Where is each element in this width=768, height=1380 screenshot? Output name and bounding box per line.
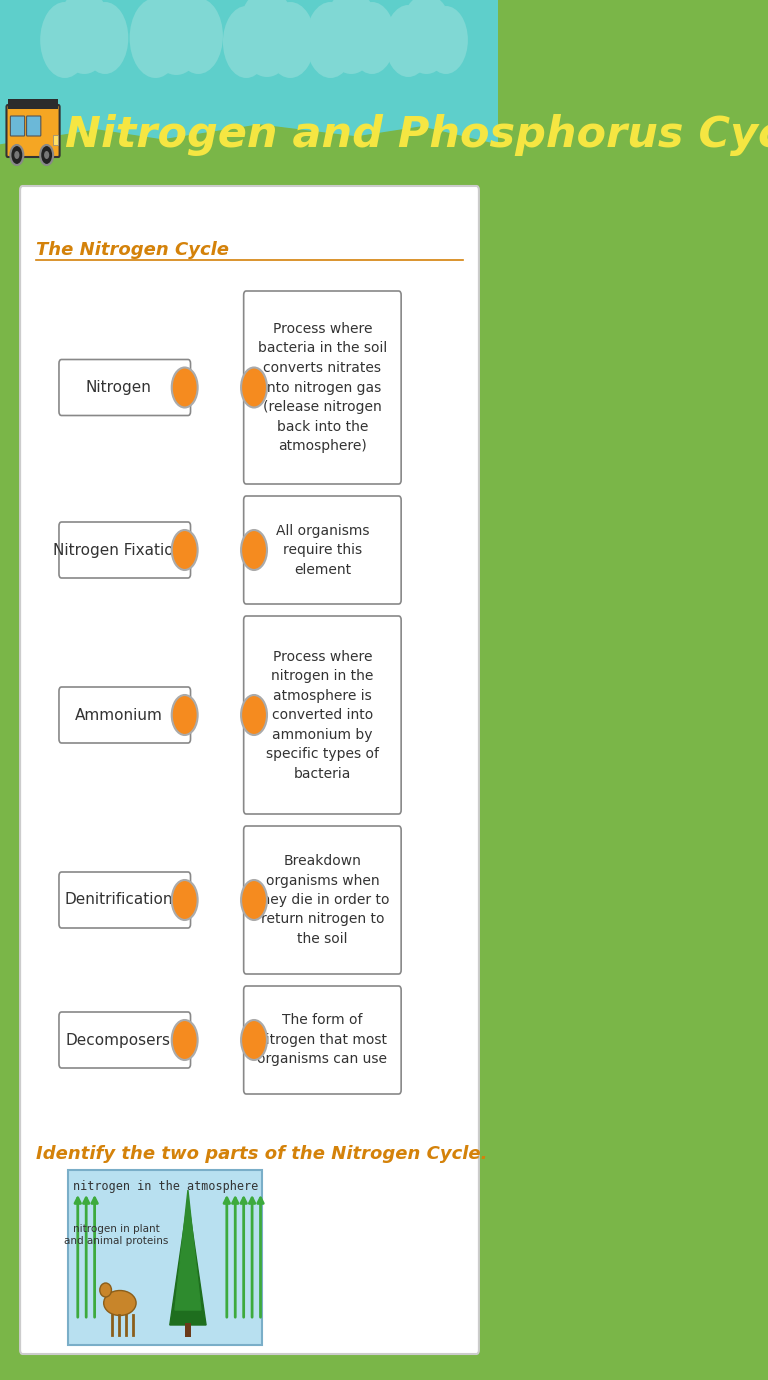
Text: Process where
nitrogen in the
atmosphere is
converted into
ammonium by
specific : Process where nitrogen in the atmosphere…: [266, 650, 379, 781]
Circle shape: [385, 6, 432, 77]
Text: The Nitrogen Cycle: The Nitrogen Cycle: [35, 241, 229, 259]
FancyBboxPatch shape: [27, 116, 41, 137]
Bar: [53, 135, 58, 145]
Circle shape: [40, 145, 53, 166]
Text: Decomposers: Decomposers: [66, 1032, 171, 1047]
Text: Nitrogen: Nitrogen: [85, 380, 151, 395]
Circle shape: [15, 150, 19, 159]
Circle shape: [81, 1, 128, 75]
Circle shape: [172, 367, 197, 407]
FancyBboxPatch shape: [243, 291, 401, 484]
Circle shape: [174, 0, 223, 75]
FancyBboxPatch shape: [243, 615, 401, 814]
FancyBboxPatch shape: [6, 105, 60, 157]
Circle shape: [44, 150, 49, 159]
Circle shape: [172, 696, 197, 736]
Circle shape: [241, 1020, 267, 1060]
FancyBboxPatch shape: [59, 872, 190, 927]
Text: nitrogen in plant
and animal proteins: nitrogen in plant and animal proteins: [65, 1224, 169, 1246]
FancyBboxPatch shape: [68, 1170, 263, 1346]
Circle shape: [241, 696, 267, 736]
Text: All organisms
require this
element: All organisms require this element: [276, 523, 369, 577]
FancyBboxPatch shape: [59, 687, 190, 742]
FancyBboxPatch shape: [0, 0, 498, 175]
Text: Nitrogen Fixation: Nitrogen Fixation: [53, 542, 184, 558]
Circle shape: [172, 1020, 197, 1060]
Circle shape: [130, 0, 181, 79]
FancyBboxPatch shape: [59, 522, 190, 578]
Circle shape: [40, 1, 89, 79]
Text: Ammonium: Ammonium: [74, 708, 162, 723]
Circle shape: [239, 0, 296, 77]
FancyBboxPatch shape: [20, 186, 479, 1354]
Circle shape: [11, 145, 23, 166]
Circle shape: [306, 1, 355, 79]
Ellipse shape: [100, 1283, 111, 1297]
Circle shape: [147, 0, 205, 75]
Circle shape: [241, 880, 267, 920]
Circle shape: [400, 0, 452, 75]
FancyBboxPatch shape: [243, 495, 401, 604]
Circle shape: [223, 6, 270, 79]
Polygon shape: [0, 126, 498, 175]
Text: Identify the two parts of the Nitrogen Cycle.: Identify the two parts of the Nitrogen C…: [35, 1145, 487, 1163]
FancyBboxPatch shape: [59, 360, 190, 415]
FancyBboxPatch shape: [59, 1012, 190, 1068]
Text: The form of
nitrogen that most
organisms can use: The form of nitrogen that most organisms…: [257, 1013, 387, 1067]
FancyBboxPatch shape: [243, 985, 401, 1094]
Text: Process where
bacteria in the soil
converts nitrates
into nitrogen gas
(release : Process where bacteria in the soil conve…: [258, 322, 387, 453]
Bar: [8, 99, 58, 109]
Text: Breakdown
organisms when
they die in order to
return nitrogen to
the soil: Breakdown organisms when they die in ord…: [256, 854, 389, 947]
Circle shape: [172, 880, 197, 920]
Circle shape: [424, 6, 468, 75]
Polygon shape: [170, 1201, 206, 1325]
FancyBboxPatch shape: [243, 827, 401, 974]
Circle shape: [266, 1, 315, 79]
Polygon shape: [175, 1190, 201, 1310]
Ellipse shape: [104, 1290, 136, 1315]
Circle shape: [241, 367, 267, 407]
Circle shape: [349, 1, 396, 75]
Circle shape: [241, 530, 267, 570]
Circle shape: [324, 0, 379, 75]
Circle shape: [172, 530, 197, 570]
Text: Denitrification: Denitrification: [65, 893, 173, 908]
Text: Nitrogen and Phosphorus Cycles: Nitrogen and Phosphorus Cycles: [65, 115, 768, 156]
Bar: [184, 1323, 191, 1337]
Text: nitrogen in the atmosphere: nitrogen in the atmosphere: [73, 1180, 258, 1192]
Circle shape: [57, 0, 111, 75]
FancyBboxPatch shape: [11, 116, 25, 137]
